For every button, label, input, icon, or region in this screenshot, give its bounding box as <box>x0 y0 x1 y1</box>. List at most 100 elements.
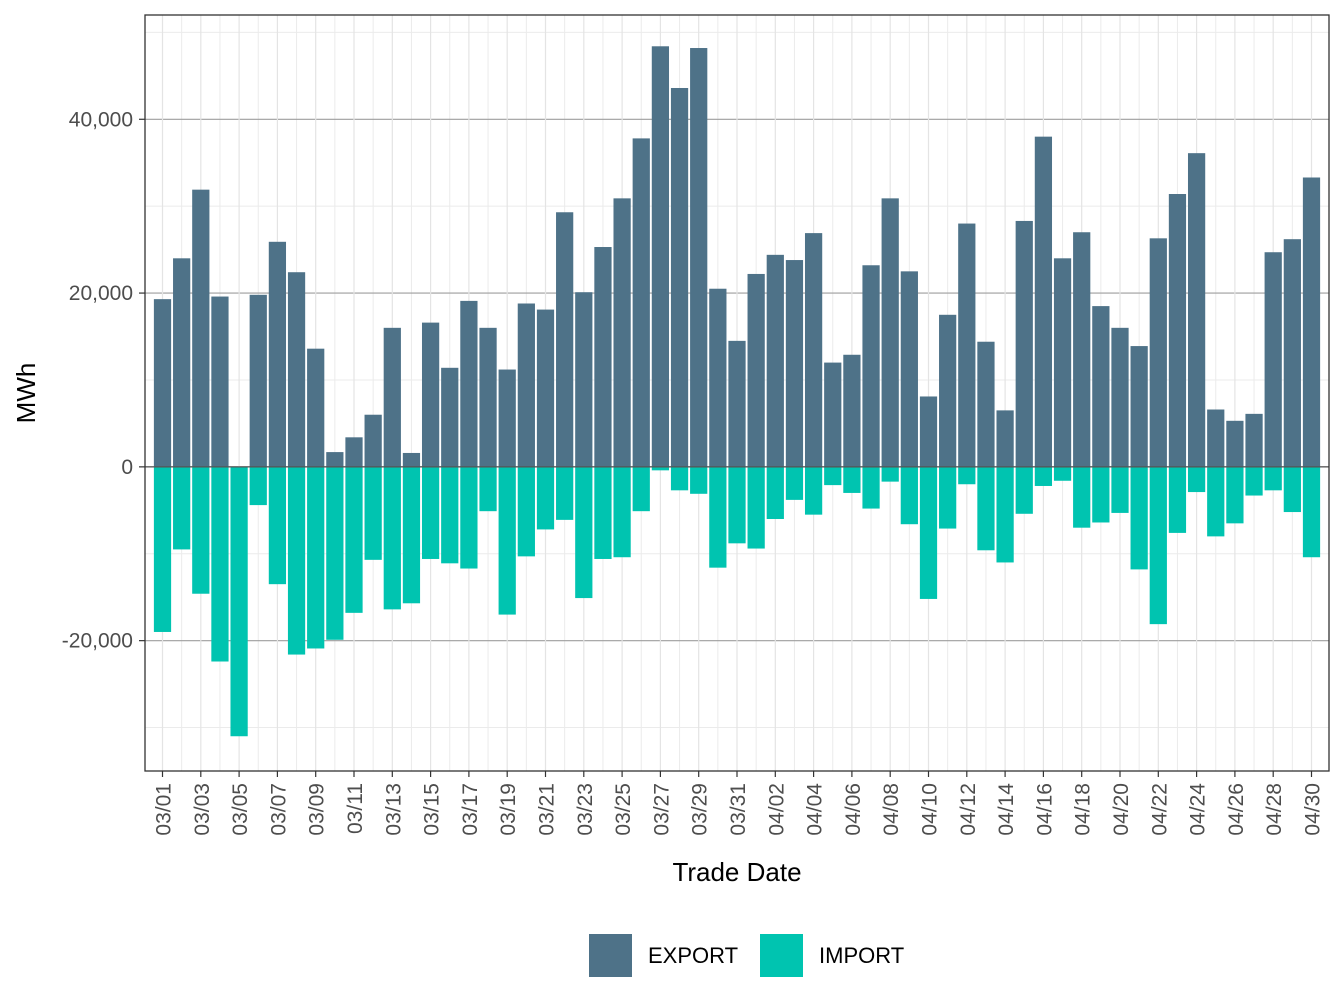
bar-export <box>498 369 516 467</box>
bar-export <box>613 198 631 467</box>
legend-label-export: EXPORT <box>648 943 738 968</box>
x-tick-label: 03/29 <box>689 783 712 836</box>
x-tick-label: 03/21 <box>536 783 559 836</box>
bar-export <box>441 367 459 467</box>
bar-import <box>173 466 191 550</box>
bar-export <box>1053 258 1072 467</box>
bar-import <box>498 466 516 615</box>
bar-import <box>862 466 880 509</box>
bar-export <box>709 288 727 467</box>
bar-import <box>326 466 344 640</box>
bar-export <box>824 362 842 467</box>
bar-import <box>556 466 574 520</box>
bar-export <box>268 241 287 467</box>
x-tick-label: 04/16 <box>1033 783 1056 836</box>
legend-swatch-import <box>760 934 803 977</box>
bar-import <box>575 466 593 599</box>
x-tick-label: 04/12 <box>957 783 980 836</box>
x-tick-label: 03/09 <box>306 783 329 836</box>
bar-export <box>249 294 267 467</box>
bar-import <box>1092 466 1110 523</box>
bar-import <box>1111 466 1129 513</box>
bar-import <box>804 466 823 515</box>
x-tick-label: 03/15 <box>421 783 444 836</box>
bar-import <box>843 466 861 493</box>
bar-import <box>1130 466 1148 570</box>
bar-export <box>402 452 421 467</box>
x-tick-label: 04/28 <box>1263 783 1286 836</box>
x-tick-label: 03/27 <box>650 783 673 836</box>
bar-export <box>651 46 670 467</box>
bar-import <box>747 466 765 549</box>
y-tick-label: 0 <box>121 456 133 479</box>
bar-export <box>747 273 765 467</box>
bar-import <box>460 466 478 569</box>
bar-import <box>785 466 804 500</box>
x-tick-label: 04/10 <box>919 783 942 836</box>
bar-import <box>1034 466 1053 486</box>
bar-export <box>690 48 708 467</box>
bar-import <box>441 466 459 564</box>
bar-export <box>1302 177 1321 467</box>
y-tick-label: 40,000 <box>69 108 133 131</box>
x-tick-label: 03/25 <box>612 783 635 836</box>
bar-import <box>709 466 727 568</box>
bar-import <box>1053 466 1072 481</box>
bar-export <box>919 396 938 467</box>
bar-import <box>939 466 957 529</box>
x-tick-label: 03/07 <box>267 783 290 836</box>
bar-import <box>1207 466 1225 537</box>
bar-export <box>1187 153 1206 467</box>
bar-export <box>556 212 574 467</box>
bar-export <box>1073 232 1091 467</box>
bar-export <box>364 414 382 467</box>
bar-import <box>766 466 784 519</box>
bar-export <box>1015 220 1033 467</box>
y-tick-label: 20,000 <box>69 282 133 305</box>
bar-import <box>536 466 555 530</box>
bar-import <box>230 466 248 737</box>
bar-export <box>1111 327 1129 467</box>
legend: EXPORT IMPORT <box>589 934 904 977</box>
bar-import <box>1168 466 1187 533</box>
bar-export <box>479 327 497 467</box>
x-tick-label: 04/08 <box>880 783 903 836</box>
x-tick-label: 04/30 <box>1302 783 1325 836</box>
x-tick-label: 03/31 <box>727 783 750 836</box>
bar-import <box>153 466 172 632</box>
bar-export <box>575 292 593 467</box>
x-tick-label: 04/20 <box>1110 783 1133 836</box>
bar-import <box>1187 466 1206 493</box>
x-tick-label: 04/06 <box>842 783 865 836</box>
bar-export <box>1092 306 1110 467</box>
x-tick-label: 03/03 <box>191 783 214 836</box>
bar-import <box>1302 466 1321 558</box>
bar-import <box>594 466 612 559</box>
bar-import <box>651 466 670 471</box>
bar-export <box>421 322 440 467</box>
bar-import <box>919 466 938 599</box>
bar-import <box>1283 466 1301 513</box>
bar-import <box>479 466 497 512</box>
bar-import <box>632 466 650 512</box>
bar-import <box>345 466 363 613</box>
bar-import <box>900 466 918 525</box>
bar-import <box>249 466 267 506</box>
x-tick-label: 03/13 <box>382 783 405 836</box>
bar-import <box>211 466 229 662</box>
bar-import <box>1226 466 1244 524</box>
bar-export <box>307 348 325 467</box>
bar-import <box>824 466 842 486</box>
bar-import <box>977 466 995 551</box>
bar-export <box>804 233 823 467</box>
x-tick-label: 03/05 <box>229 783 252 836</box>
bar-import <box>364 466 382 560</box>
bar-export <box>326 452 344 467</box>
bar-export <box>1226 420 1244 467</box>
bar-import <box>881 466 899 482</box>
bar-import <box>421 466 440 559</box>
bar-export <box>670 87 689 467</box>
x-axis-title: Trade Date <box>672 857 801 887</box>
bar-export <box>1130 346 1148 467</box>
